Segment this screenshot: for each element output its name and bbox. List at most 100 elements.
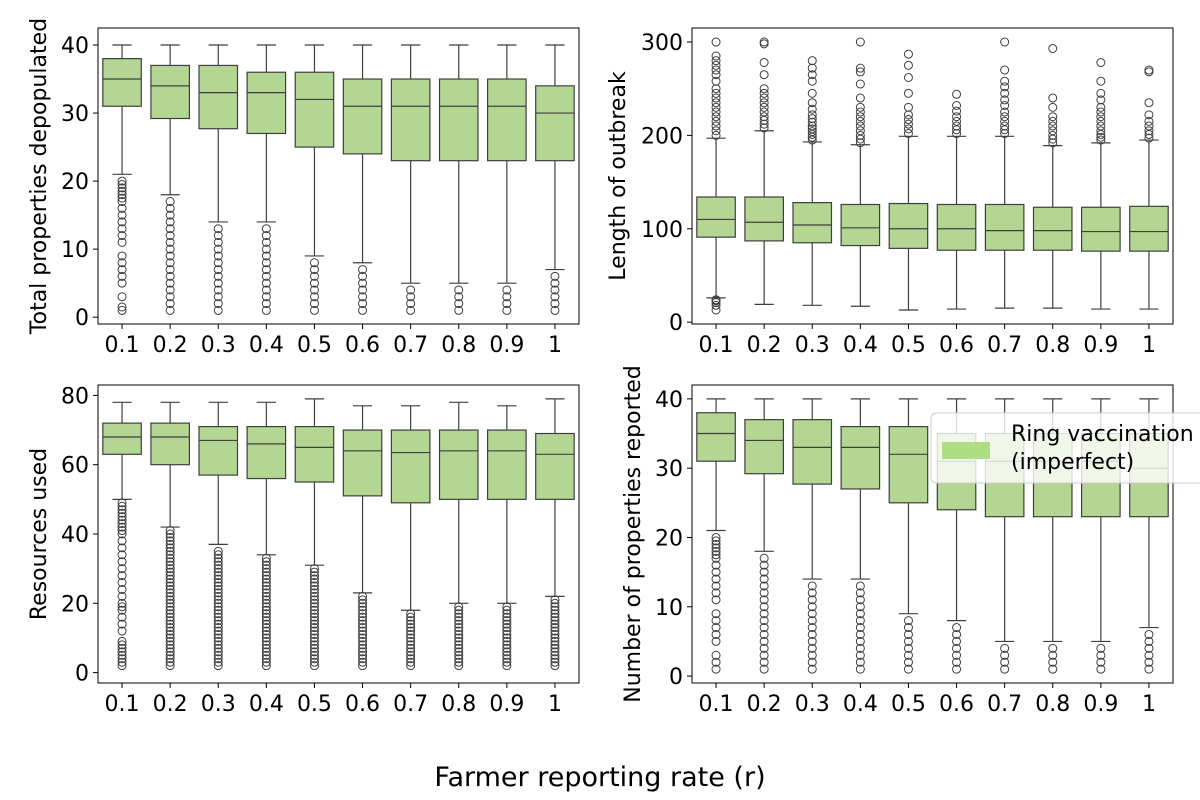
outlier-point: [165, 640, 175, 650]
outlier-point: [358, 278, 368, 288]
outlier-point: [406, 661, 416, 671]
outlier-point: [165, 197, 175, 207]
outlier-point: [1048, 93, 1058, 103]
outlier-point: [213, 560, 223, 570]
x-tick-label: 0.9: [489, 333, 524, 358]
outlier-point: [358, 643, 368, 653]
outlier-point: [165, 210, 175, 220]
outlier-point: [117, 508, 127, 518]
outlier-point: [550, 636, 560, 646]
outlier-point: [952, 112, 962, 122]
outlier-point: [117, 515, 127, 525]
x-tick-label: 0.5: [891, 692, 926, 717]
outlier-point: [550, 605, 560, 615]
outlier-point: [117, 180, 127, 190]
outlier-point: [213, 657, 223, 667]
outlier-point: [759, 616, 769, 626]
outlier-point: [213, 546, 223, 556]
y-axis-label: Length of outbreak: [606, 71, 631, 281]
x-tick-label: 0.6: [345, 333, 380, 358]
outlier-point: [502, 292, 512, 302]
y-tick-label: 20: [61, 170, 89, 195]
outlier-point: [117, 305, 127, 315]
outlier-point: [165, 588, 175, 598]
outlier-point: [165, 574, 175, 584]
outlier-point: [711, 532, 721, 542]
outlier-point: [261, 657, 271, 667]
outlier-point: [165, 650, 175, 660]
outlier-point: [1000, 107, 1010, 117]
outlier-point: [711, 657, 721, 667]
outlier-point: [261, 553, 271, 563]
outlier-point: [165, 595, 175, 605]
outlier-point: [502, 654, 512, 664]
x-tick-label: 0.2: [153, 692, 188, 717]
outlier-point: [502, 636, 512, 646]
outlier-point: [261, 626, 271, 636]
outlier-point: [903, 119, 913, 129]
outlier-point: [117, 626, 127, 636]
outlier-point: [117, 605, 127, 615]
outlier-point: [309, 285, 319, 295]
outlier-point: [261, 629, 271, 639]
outlier-point: [309, 584, 319, 594]
outlier-point: [309, 574, 319, 584]
outlier-point: [711, 539, 721, 549]
outlier-point: [358, 609, 368, 619]
outlier-point: [165, 661, 175, 671]
outlier-point: [550, 612, 560, 622]
outlier-point: [502, 285, 512, 295]
outlier-point: [711, 37, 721, 47]
outlier-point: [165, 584, 175, 594]
outlier-point: [550, 626, 560, 636]
outlier-point: [165, 616, 175, 626]
outlier-point: [1000, 65, 1010, 75]
x-tick-label: 0.2: [747, 333, 782, 358]
box-body: [487, 78, 527, 162]
x-tick-label: 0.9: [1083, 333, 1118, 358]
box-body: [294, 425, 335, 483]
outlier-point: [550, 629, 560, 639]
box-0.2: [150, 44, 190, 315]
x-tick-label: 0.4: [249, 692, 284, 717]
outlier-point: [213, 285, 223, 295]
box-body: [102, 58, 142, 107]
outlier-point: [903, 629, 913, 639]
outlier-point: [903, 88, 913, 98]
outlier-point: [165, 654, 175, 664]
outlier-point: [711, 76, 721, 86]
outlier-point: [309, 650, 319, 660]
outlier-point: [759, 98, 769, 108]
outlier-point: [309, 636, 319, 646]
outlier-point: [454, 643, 464, 653]
outlier-point: [213, 629, 223, 639]
outlier-point: [502, 657, 512, 667]
plot-frame: [97, 27, 580, 325]
outlier-point: [502, 629, 512, 639]
y-tick-label: 40: [655, 388, 683, 413]
outlier-point: [309, 564, 319, 574]
outlier-point: [1144, 629, 1154, 639]
outlier-point: [213, 595, 223, 605]
outlier-point: [502, 616, 512, 626]
box-0.4: [840, 398, 881, 674]
outlier-point: [117, 258, 127, 268]
outlier-point: [855, 595, 865, 605]
y-axis-label: Number of properties reported: [621, 365, 646, 703]
box-body: [438, 429, 479, 500]
outlier-point: [502, 609, 512, 619]
legend: Ring vaccination (imperfect): [930, 412, 1200, 484]
outlier-point: [1048, 121, 1058, 131]
outlier-point: [1096, 135, 1106, 145]
outlier-point: [454, 629, 464, 639]
x-tick-label: 0.5: [297, 333, 332, 358]
box-body: [150, 422, 190, 466]
outlier-point: [903, 72, 913, 82]
box-0.7: [390, 405, 431, 671]
outlier-point: [358, 602, 368, 612]
outlier-point: [454, 292, 464, 302]
box-0.9: [487, 405, 527, 671]
outlier-point: [711, 121, 721, 131]
outlier-point: [165, 571, 175, 581]
